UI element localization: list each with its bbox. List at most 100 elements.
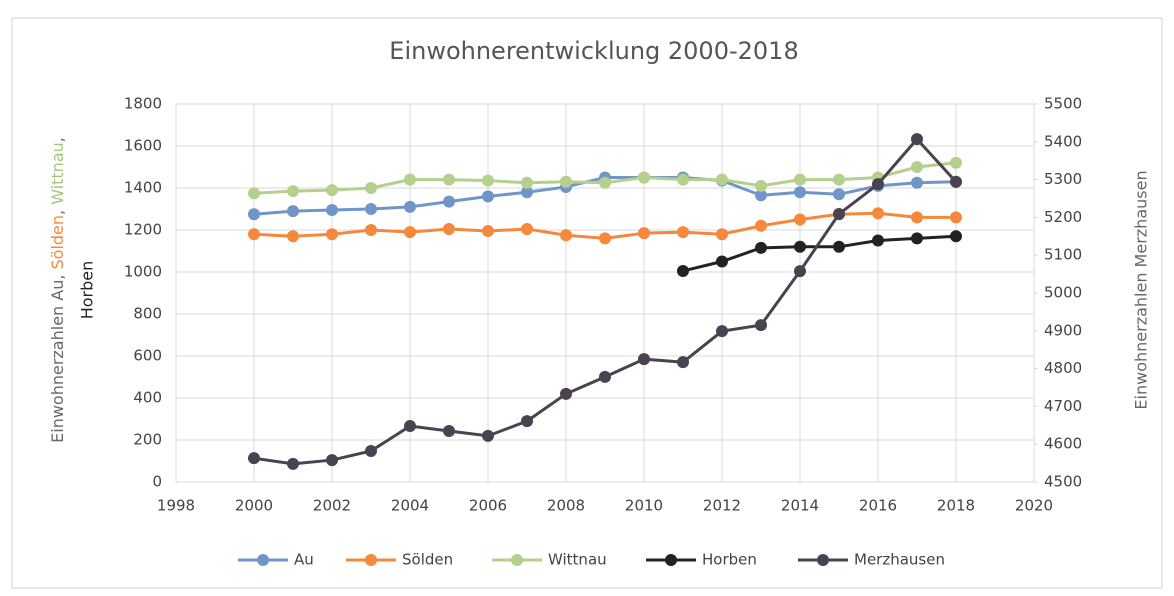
data-point [365, 224, 377, 236]
data-point [950, 230, 962, 243]
data-point [248, 228, 260, 241]
data-point [794, 265, 806, 278]
data-point [794, 173, 806, 186]
x-tick-label: 2016 [859, 497, 897, 515]
x-tick-label: 2000 [235, 497, 273, 515]
data-point [404, 420, 416, 433]
data-point [911, 211, 923, 224]
y-tick-label: 0 [152, 473, 162, 491]
y-axis-label-part: Sölden [48, 215, 67, 270]
data-point [521, 222, 533, 235]
y-tick-label: 1200 [124, 221, 162, 239]
chart-frame [11, 17, 1163, 589]
data-point [677, 264, 689, 277]
legend-marker [257, 554, 269, 566]
data-point [755, 189, 767, 202]
y-axis-label-line2: Horben [78, 261, 97, 320]
data-point [833, 240, 845, 253]
legend-label: Sölden [402, 551, 453, 569]
data-point [287, 230, 299, 243]
y-tick-label: 1400 [124, 179, 162, 197]
legend-marker [817, 554, 829, 566]
x-tick-label: 2018 [937, 497, 975, 515]
chart-title: Einwohnerentwicklung 2000-2018 [389, 37, 798, 65]
data-point [443, 222, 455, 235]
data-point [443, 173, 455, 186]
data-point [560, 175, 572, 188]
x-tick-label: 2006 [469, 497, 507, 515]
legend-marker [511, 554, 523, 566]
data-point [716, 173, 728, 186]
x-tick-label: 2012 [703, 497, 741, 515]
y2-tick-label: 5000 [1044, 284, 1082, 302]
data-point [833, 207, 845, 220]
y-tick-label: 400 [133, 389, 162, 407]
y2-tick-label: 4700 [1044, 397, 1082, 415]
x-tick-label: 2002 [313, 497, 351, 515]
data-point [482, 190, 494, 203]
data-point [560, 229, 572, 242]
x-tick-label: 2014 [781, 497, 819, 515]
data-point [755, 179, 767, 192]
data-point [404, 173, 416, 186]
data-point [950, 211, 962, 224]
data-point [911, 232, 923, 245]
data-point [326, 228, 338, 241]
x-tick-label: 2004 [391, 497, 429, 515]
y-axis-label: Einwohnerzahlen Au, Sölden, Wittnau, [48, 137, 67, 443]
legend-marker [665, 554, 677, 566]
data-point [560, 387, 572, 400]
data-point [950, 175, 962, 188]
data-point [404, 200, 416, 213]
data-point [599, 232, 611, 245]
y2-tick-label: 5100 [1044, 246, 1082, 264]
data-point [755, 241, 767, 254]
data-point [521, 186, 533, 199]
y-tick-label: 800 [133, 305, 162, 323]
x-tick-label: 2010 [625, 497, 663, 515]
data-point [755, 319, 767, 332]
data-point [794, 186, 806, 199]
data-point [599, 176, 611, 189]
data-point [638, 227, 650, 240]
y2-tick-label: 5400 [1044, 132, 1082, 150]
data-point [677, 356, 689, 369]
data-point [248, 187, 260, 200]
data-point [599, 370, 611, 383]
x-tick-label: 2008 [547, 497, 585, 515]
data-point [716, 255, 728, 268]
data-point [677, 173, 689, 186]
y2-axis-label: Einwohnerzahlen Merzhausen [1132, 170, 1151, 409]
data-point [872, 234, 884, 247]
y-axis-label-part: Einwohnerzahlen Au, [48, 269, 67, 442]
data-point [365, 445, 377, 458]
data-point [911, 176, 923, 189]
x-tick-label: 1998 [157, 497, 195, 515]
data-point [482, 429, 494, 442]
data-point [443, 195, 455, 208]
data-point [833, 188, 845, 201]
y2-tick-label: 5300 [1044, 170, 1082, 188]
data-point [482, 225, 494, 238]
y-tick-label: 600 [133, 347, 162, 365]
y-axis-label-part: Wittnau [48, 142, 67, 205]
data-point [872, 178, 884, 191]
data-point [443, 424, 455, 437]
data-point [365, 203, 377, 215]
x-tick-label: 2020 [1015, 497, 1053, 515]
legend-label: Merzhausen [854, 551, 945, 569]
data-point [248, 208, 260, 221]
data-point [326, 454, 338, 467]
data-point [287, 205, 299, 218]
data-point [326, 204, 338, 217]
y-tick-label: 1600 [124, 137, 162, 155]
data-point [287, 185, 299, 198]
data-point [365, 182, 377, 194]
y-tick-label: 1000 [124, 263, 162, 281]
y-tick-label: 200 [133, 431, 162, 449]
data-point [326, 184, 338, 197]
data-point [716, 228, 728, 241]
data-point [521, 176, 533, 189]
legend-label: Wittnau [548, 551, 607, 569]
